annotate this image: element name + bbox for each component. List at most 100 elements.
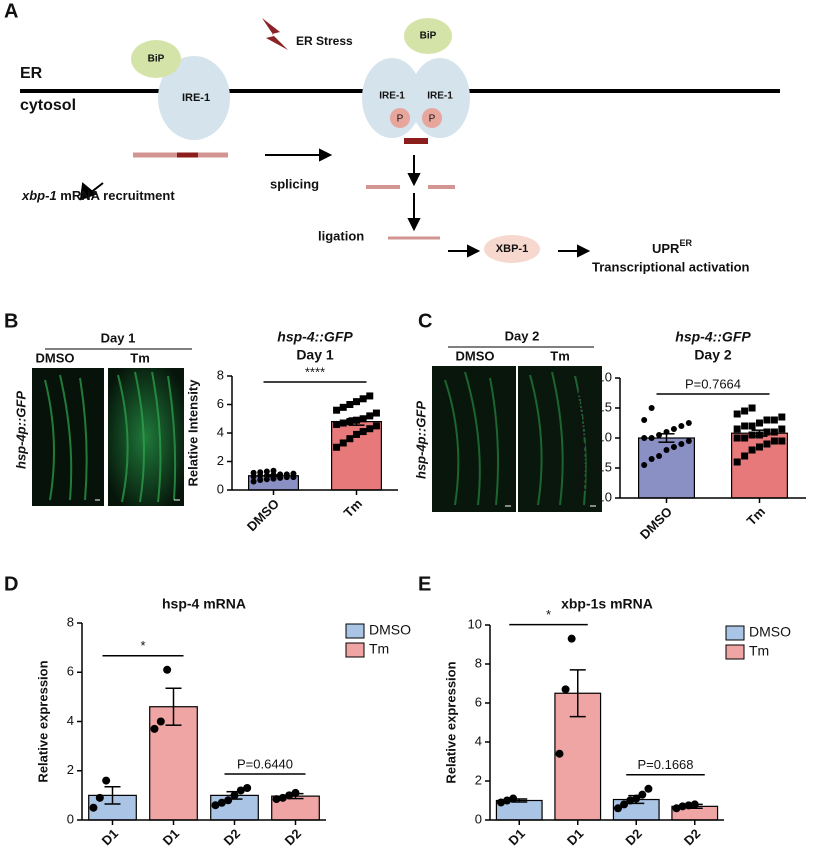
data-point	[741, 422, 749, 430]
image	[518, 366, 602, 512]
data-point	[648, 405, 655, 411]
data-point	[678, 423, 685, 429]
label: BiP	[148, 54, 165, 65]
data-point	[733, 458, 741, 466]
data-point	[359, 428, 367, 436]
data-point	[685, 420, 692, 426]
data-point	[496, 798, 505, 807]
chart-title: hsp-4::GFP	[277, 329, 353, 345]
data-point	[770, 437, 778, 445]
x-tick-label: D2	[221, 826, 243, 848]
label: DMSO	[36, 350, 75, 365]
data-point	[339, 419, 347, 427]
y-tick-label: 1.0	[594, 429, 612, 444]
label: ER Stress	[296, 34, 353, 48]
arrows	[79, 148, 591, 258]
data-point	[670, 444, 677, 450]
y-tick-label: 8	[217, 367, 224, 382]
data-point	[285, 791, 294, 800]
chart-subtitle: Day 1	[296, 347, 334, 363]
label: Transcriptional activation	[592, 259, 750, 274]
y-axis-label: Relative Intensity	[573, 384, 588, 492]
diagram: ER cytosol BiP IRE-1 ER Stress BiP IRE-1…	[20, 18, 780, 274]
data-point	[346, 418, 354, 426]
data-point	[663, 429, 670, 435]
annotation: P=0.6440	[237, 756, 293, 771]
label: splicing	[270, 176, 319, 191]
data-point	[770, 428, 778, 436]
image	[108, 368, 184, 506]
x-tick-label: D1	[564, 826, 586, 848]
y-tick-label: 2	[67, 762, 74, 777]
data-point	[733, 425, 741, 433]
data-point	[672, 804, 681, 813]
phospho	[422, 108, 442, 128]
x-tick-label: D1	[99, 826, 121, 848]
legend-label: DMSO	[369, 622, 411, 638]
y-tick-label: 2	[475, 772, 482, 787]
y-tick-label: 0.0	[594, 489, 612, 504]
data-point	[756, 431, 763, 439]
x-tick-label: DMSO	[637, 504, 675, 542]
y-axis-label: Relative expression	[443, 661, 458, 783]
label: hsp-4p::GFP	[413, 401, 428, 479]
data-point	[333, 420, 341, 428]
label: P	[397, 114, 404, 125]
data-point	[756, 419, 763, 427]
data-point	[620, 800, 629, 809]
data-point	[663, 447, 670, 453]
x-tick-label: D2	[282, 826, 304, 848]
data-point	[366, 425, 374, 433]
data-point	[353, 430, 360, 438]
x-tick-label: D1	[160, 826, 182, 848]
data-point	[102, 776, 111, 785]
data-point	[359, 395, 367, 403]
data-point	[733, 434, 741, 442]
data-point	[656, 432, 663, 438]
data-point	[339, 439, 347, 447]
y-axis-label: Relative expression	[35, 660, 50, 782]
legend-swatch	[345, 623, 365, 639]
data-point	[89, 803, 98, 812]
data-point	[270, 472, 277, 479]
data-point	[648, 456, 655, 462]
annotation: ****	[305, 364, 325, 379]
data-point	[230, 791, 239, 800]
data-point	[648, 435, 655, 441]
data-point	[678, 802, 687, 811]
chart-title: hsp-4::GFP	[675, 329, 751, 345]
y-tick-label: 0	[67, 811, 74, 826]
xbp1	[484, 235, 540, 263]
legend-swatch	[725, 644, 745, 660]
data-point	[555, 749, 564, 758]
label: IRE-1	[182, 92, 210, 104]
data-point	[756, 443, 763, 451]
x-tick-label: D2	[622, 826, 644, 848]
data-point	[236, 786, 245, 795]
annotation: *	[546, 607, 551, 622]
data-point	[778, 425, 786, 433]
label: hsp-4p::GFP	[13, 391, 28, 469]
data-point	[372, 409, 380, 417]
legend-label: Tm	[749, 643, 769, 659]
legend-label: Tm	[369, 641, 389, 657]
data-point	[333, 443, 341, 451]
y-axis-label: Relative Intensity	[185, 379, 200, 487]
data-point	[278, 793, 287, 802]
data-point	[257, 477, 264, 484]
data-point	[257, 469, 264, 476]
y-tick-label: 4	[217, 424, 224, 439]
data-point	[778, 413, 786, 421]
image	[32, 368, 104, 506]
label: IRE-1	[427, 91, 453, 102]
data-point	[641, 435, 648, 441]
data-point	[339, 403, 347, 411]
y-tick-label: 0	[217, 481, 224, 496]
gene: xbp-1	[21, 188, 57, 203]
x-tick-label: Tm	[341, 496, 365, 520]
data-point	[641, 462, 648, 468]
data-point	[626, 796, 635, 805]
x-tick-label: Tm	[744, 504, 768, 528]
y-tick-label: 1.5	[594, 399, 612, 414]
